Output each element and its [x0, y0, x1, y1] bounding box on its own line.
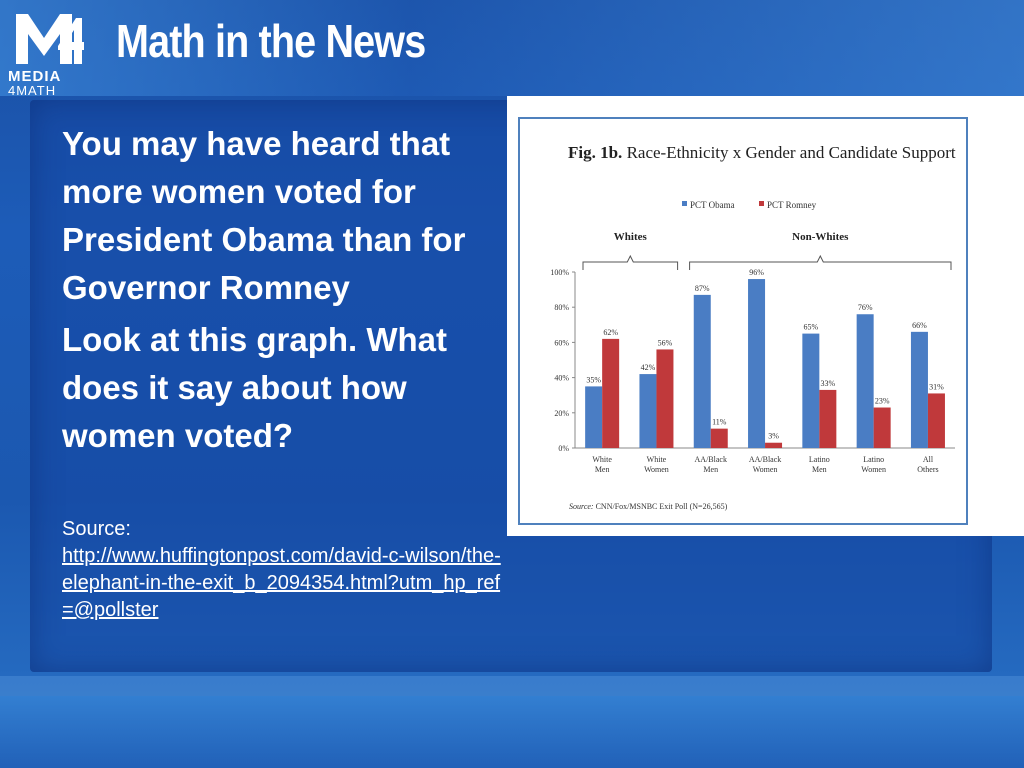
data-label: 11%: [712, 418, 727, 427]
group-bracket: [582, 254, 679, 270]
y-tick-label: 60%: [554, 338, 569, 347]
data-label: 65%: [804, 323, 819, 332]
data-label: 56%: [658, 338, 673, 347]
bar-obama: [856, 314, 874, 448]
x-tick-label-line2: Women: [644, 465, 669, 474]
data-label: 33%: [821, 379, 836, 388]
bar-romney: [710, 428, 728, 448]
source-label: Source:: [62, 518, 131, 540]
m4-logo-icon: [16, 14, 84, 64]
data-label: 96%: [749, 268, 764, 277]
data-label: 76%: [858, 303, 873, 312]
legend-swatch: [682, 201, 687, 206]
logo-text-4math: 4MATH: [8, 83, 57, 98]
y-tick-label: 20%: [554, 409, 569, 418]
x-tick-label-line1: Latino: [809, 455, 830, 464]
x-tick-label-line1: All: [923, 455, 934, 464]
legend-label: PCT Obama: [690, 200, 735, 210]
chart-title-figure-number: Fig. 1b.: [568, 143, 622, 162]
chart-title: Fig. 1b. Race-Ethnicity x Gender and Can…: [568, 143, 956, 162]
bar-obama: [802, 333, 820, 448]
chart-source-text: CNN/Fox/MSNBC Exit Poll (N=26,565): [594, 502, 728, 511]
question-paragraph: Look at this graph. What does it say abo…: [62, 321, 447, 454]
bar-romney: [819, 389, 837, 448]
x-tick-label-line2: Others: [917, 465, 938, 474]
bar-romney: [765, 442, 783, 448]
data-label: 42%: [641, 363, 656, 372]
bar-chart: Fig. 1b. Race-Ethnicity x Gender and Can…: [518, 117, 968, 525]
legend-swatch: [759, 201, 764, 206]
x-tick-label-line1: Latino: [863, 455, 884, 464]
logo-text-media: MEDIA: [8, 68, 62, 85]
x-tick-label-line2: Men: [595, 465, 610, 474]
intro-paragraph: You may have heard that more women voted…: [62, 125, 466, 306]
background-bottom-line: [0, 676, 1024, 696]
bar-romney: [927, 393, 945, 448]
data-label: 23%: [875, 397, 890, 406]
data-label: 35%: [586, 375, 601, 384]
chart-source-note: Source: CNN/Fox/MSNBC Exit Poll (N=26,56…: [569, 502, 728, 511]
y-tick-label: 100%: [550, 268, 569, 277]
data-label: 62%: [603, 328, 618, 337]
background-bottom-band: [0, 696, 1024, 768]
x-tick-label-line1: AA/Black: [749, 455, 781, 464]
x-tick-label-line1: White: [647, 455, 667, 464]
bar-obama: [639, 374, 657, 448]
x-tick-label-line2: Men: [703, 465, 718, 474]
page-title: Math in the News: [116, 15, 426, 67]
y-tick-label: 80%: [554, 303, 569, 312]
group-bracket: [689, 254, 952, 270]
chart-title-text: Race-Ethnicity x Gender and Candidate Su…: [622, 143, 956, 162]
x-tick-label-line1: AA/Black: [695, 455, 727, 464]
y-tick-label: 0%: [558, 444, 569, 453]
chart-source-label: Source:: [569, 502, 594, 511]
x-tick-label-line2: Women: [753, 465, 778, 474]
source-link[interactable]: http://www.huffingtonpost.com/david-c-wi…: [62, 545, 501, 621]
x-tick-label-line1: White: [592, 455, 612, 464]
x-tick-label-line2: Men: [812, 465, 827, 474]
chart-frame: [518, 117, 968, 525]
source-block: Source: http://www.huffingtonpost.com/da…: [62, 516, 502, 624]
data-label: 31%: [929, 382, 944, 391]
group-label: Whites: [614, 231, 648, 243]
bar-obama: [693, 294, 711, 448]
data-label: 87%: [695, 284, 710, 293]
bar-obama: [585, 386, 603, 448]
bar-romney: [656, 349, 674, 448]
data-label: 3%: [768, 432, 779, 441]
chart-image: Fig. 1b. Race-Ethnicity x Gender and Can…: [507, 96, 1024, 536]
body-text: You may have heard that more women voted…: [62, 120, 512, 460]
bar-obama: [748, 279, 766, 448]
bar-romney: [873, 407, 891, 448]
bar-obama: [910, 331, 928, 448]
media4math-logo: MEDIA 4MATH: [8, 8, 88, 98]
y-tick-label: 40%: [554, 374, 569, 383]
x-tick-label-line2: Women: [861, 465, 886, 474]
data-label: 66%: [912, 321, 927, 330]
bar-romney: [602, 338, 620, 448]
legend-label: PCT Romney: [767, 200, 817, 210]
group-label: Non-Whites: [792, 231, 849, 243]
